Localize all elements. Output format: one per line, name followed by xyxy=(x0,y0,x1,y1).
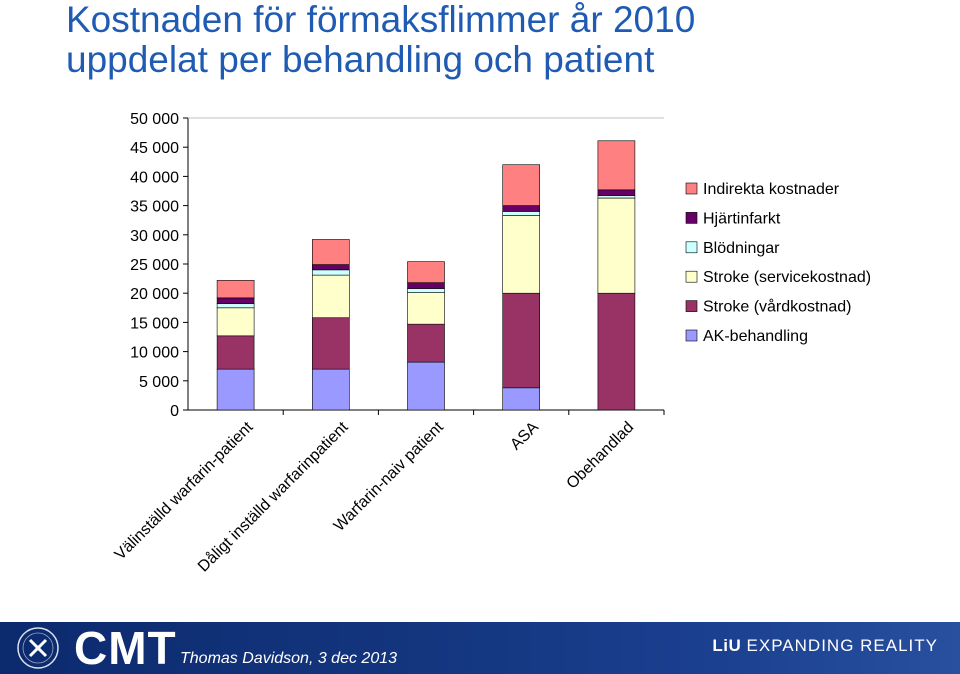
x-tick-label: Dåligt inställd warfarinpatient xyxy=(194,418,352,576)
legend-label-blodningar: Blödningar xyxy=(703,240,780,257)
bar-segment-stroke-servicekostnad xyxy=(597,197,636,294)
legend-label-indirekta-kostnader: Indirekta kostnader xyxy=(703,181,840,198)
y-tick-label: 0 xyxy=(170,403,179,420)
y-tick-label: 20 000 xyxy=(130,286,179,303)
legend-swatch-stroke-vardkostnad xyxy=(685,300,698,312)
bar-segment-indirekta-kostnader xyxy=(502,164,541,206)
y-tick-label: 35 000 xyxy=(130,199,179,216)
bar-segment-blodningar xyxy=(311,269,350,276)
y-tick-label: 10 000 xyxy=(130,345,179,362)
x-tick-label: Obehandlad xyxy=(564,419,638,493)
bar-segment-blodningar xyxy=(216,303,255,309)
bar-segment-indirekta-kostnader xyxy=(311,239,350,265)
y-tick-label: 50 000 xyxy=(130,111,179,128)
bar-segment-ak-behandling xyxy=(216,368,255,411)
x-tick-label: Warfarin-naiv patient xyxy=(331,418,447,534)
bar-segment-ak-behandling xyxy=(502,387,541,411)
cmt-logo: CMT xyxy=(74,622,177,674)
bar-segment-stroke-vardkostnad xyxy=(407,323,445,363)
bar-segment-hjartinfarkt xyxy=(597,189,636,196)
bar-segment-blodningar xyxy=(407,288,445,293)
bar-segment-stroke-vardkostnad xyxy=(502,292,541,389)
legend-swatch-stroke-servicekostnad xyxy=(685,270,698,283)
y-tick-label: 15 000 xyxy=(130,315,179,332)
slide-title-line-2: uppdelat per behandling och patient xyxy=(66,39,655,80)
liu-seal-icon xyxy=(17,627,59,669)
bar-segment-ak-behandling xyxy=(407,361,445,411)
bar-segment-hjartinfarkt xyxy=(216,297,255,305)
bar-segment-hjartinfarkt xyxy=(502,205,541,212)
slide-title: Kostnaden för förmaksflimmer år 2010 upp… xyxy=(66,0,946,80)
y-tick-label: 45 000 xyxy=(130,140,179,157)
bar-segment-ak-behandling xyxy=(311,368,350,411)
legend-swatch-blodningar xyxy=(685,241,698,254)
bar-segment-stroke-servicekostnad xyxy=(502,215,541,294)
bar-segment-indirekta-kostnader xyxy=(216,280,255,299)
bar-segment-stroke-servicekostnad xyxy=(407,292,445,325)
bar-segment-stroke-servicekostnad xyxy=(311,274,350,319)
bar-segment-hjartinfarkt xyxy=(311,264,350,271)
bar-segment-hjartinfarkt xyxy=(407,282,445,289)
bar-segment-stroke-vardkostnad xyxy=(597,292,636,411)
liu-brand-tagline: EXPANDING REALITY xyxy=(746,636,938,655)
legend-label-ak-behandling: AK-behandling xyxy=(703,328,808,345)
bar-segment-stroke-vardkostnad xyxy=(216,335,255,370)
legend-label-hjartinfarkt: Hjärtinfarkt xyxy=(703,210,781,227)
x-tick-label: ASA xyxy=(507,419,542,454)
liu-brand: LiU EXPANDING REALITY xyxy=(712,636,938,656)
y-tick-label: 40 000 xyxy=(130,169,179,186)
slide-title-line-1: Kostnaden för förmaksflimmer år 2010 xyxy=(66,0,696,40)
bar-segment-indirekta-kostnader xyxy=(407,261,445,283)
legend-swatch-indirekta-kostnader xyxy=(685,182,698,195)
legend-swatch-hjartinfarkt xyxy=(685,212,698,224)
bar-segment-blodningar xyxy=(502,211,541,216)
y-tick-label: 5 000 xyxy=(139,374,179,391)
y-tick-label: 30 000 xyxy=(130,228,179,245)
stacked-bar-chart: 0 5 000 10 000 15 000 20 000 25 000 30 000 35 0… xyxy=(112,111,871,576)
bar-segment-stroke-vardkostnad xyxy=(311,317,350,370)
liu-brand-bold: LiU xyxy=(712,636,742,655)
bar-segment-blodningar xyxy=(597,195,636,199)
legend-swatch-ak-behandling xyxy=(685,329,698,342)
presenter-and-date: Thomas Davidson, 3 dec 2013 xyxy=(180,650,398,667)
footer-bar: CMT Thomas Davidson, 3 dec 2013 LiU EXPA… xyxy=(0,622,960,674)
legend-label-stroke-servicekostnad: Stroke (servicekostnad) xyxy=(703,269,871,286)
y-tick-label: 25 000 xyxy=(130,257,179,274)
legend-label-stroke-vardkostnad: Stroke (vårdkostnad) xyxy=(703,298,852,316)
bar-segment-stroke-servicekostnad xyxy=(216,307,255,337)
bar-segment-indirekta-kostnader xyxy=(597,140,636,191)
